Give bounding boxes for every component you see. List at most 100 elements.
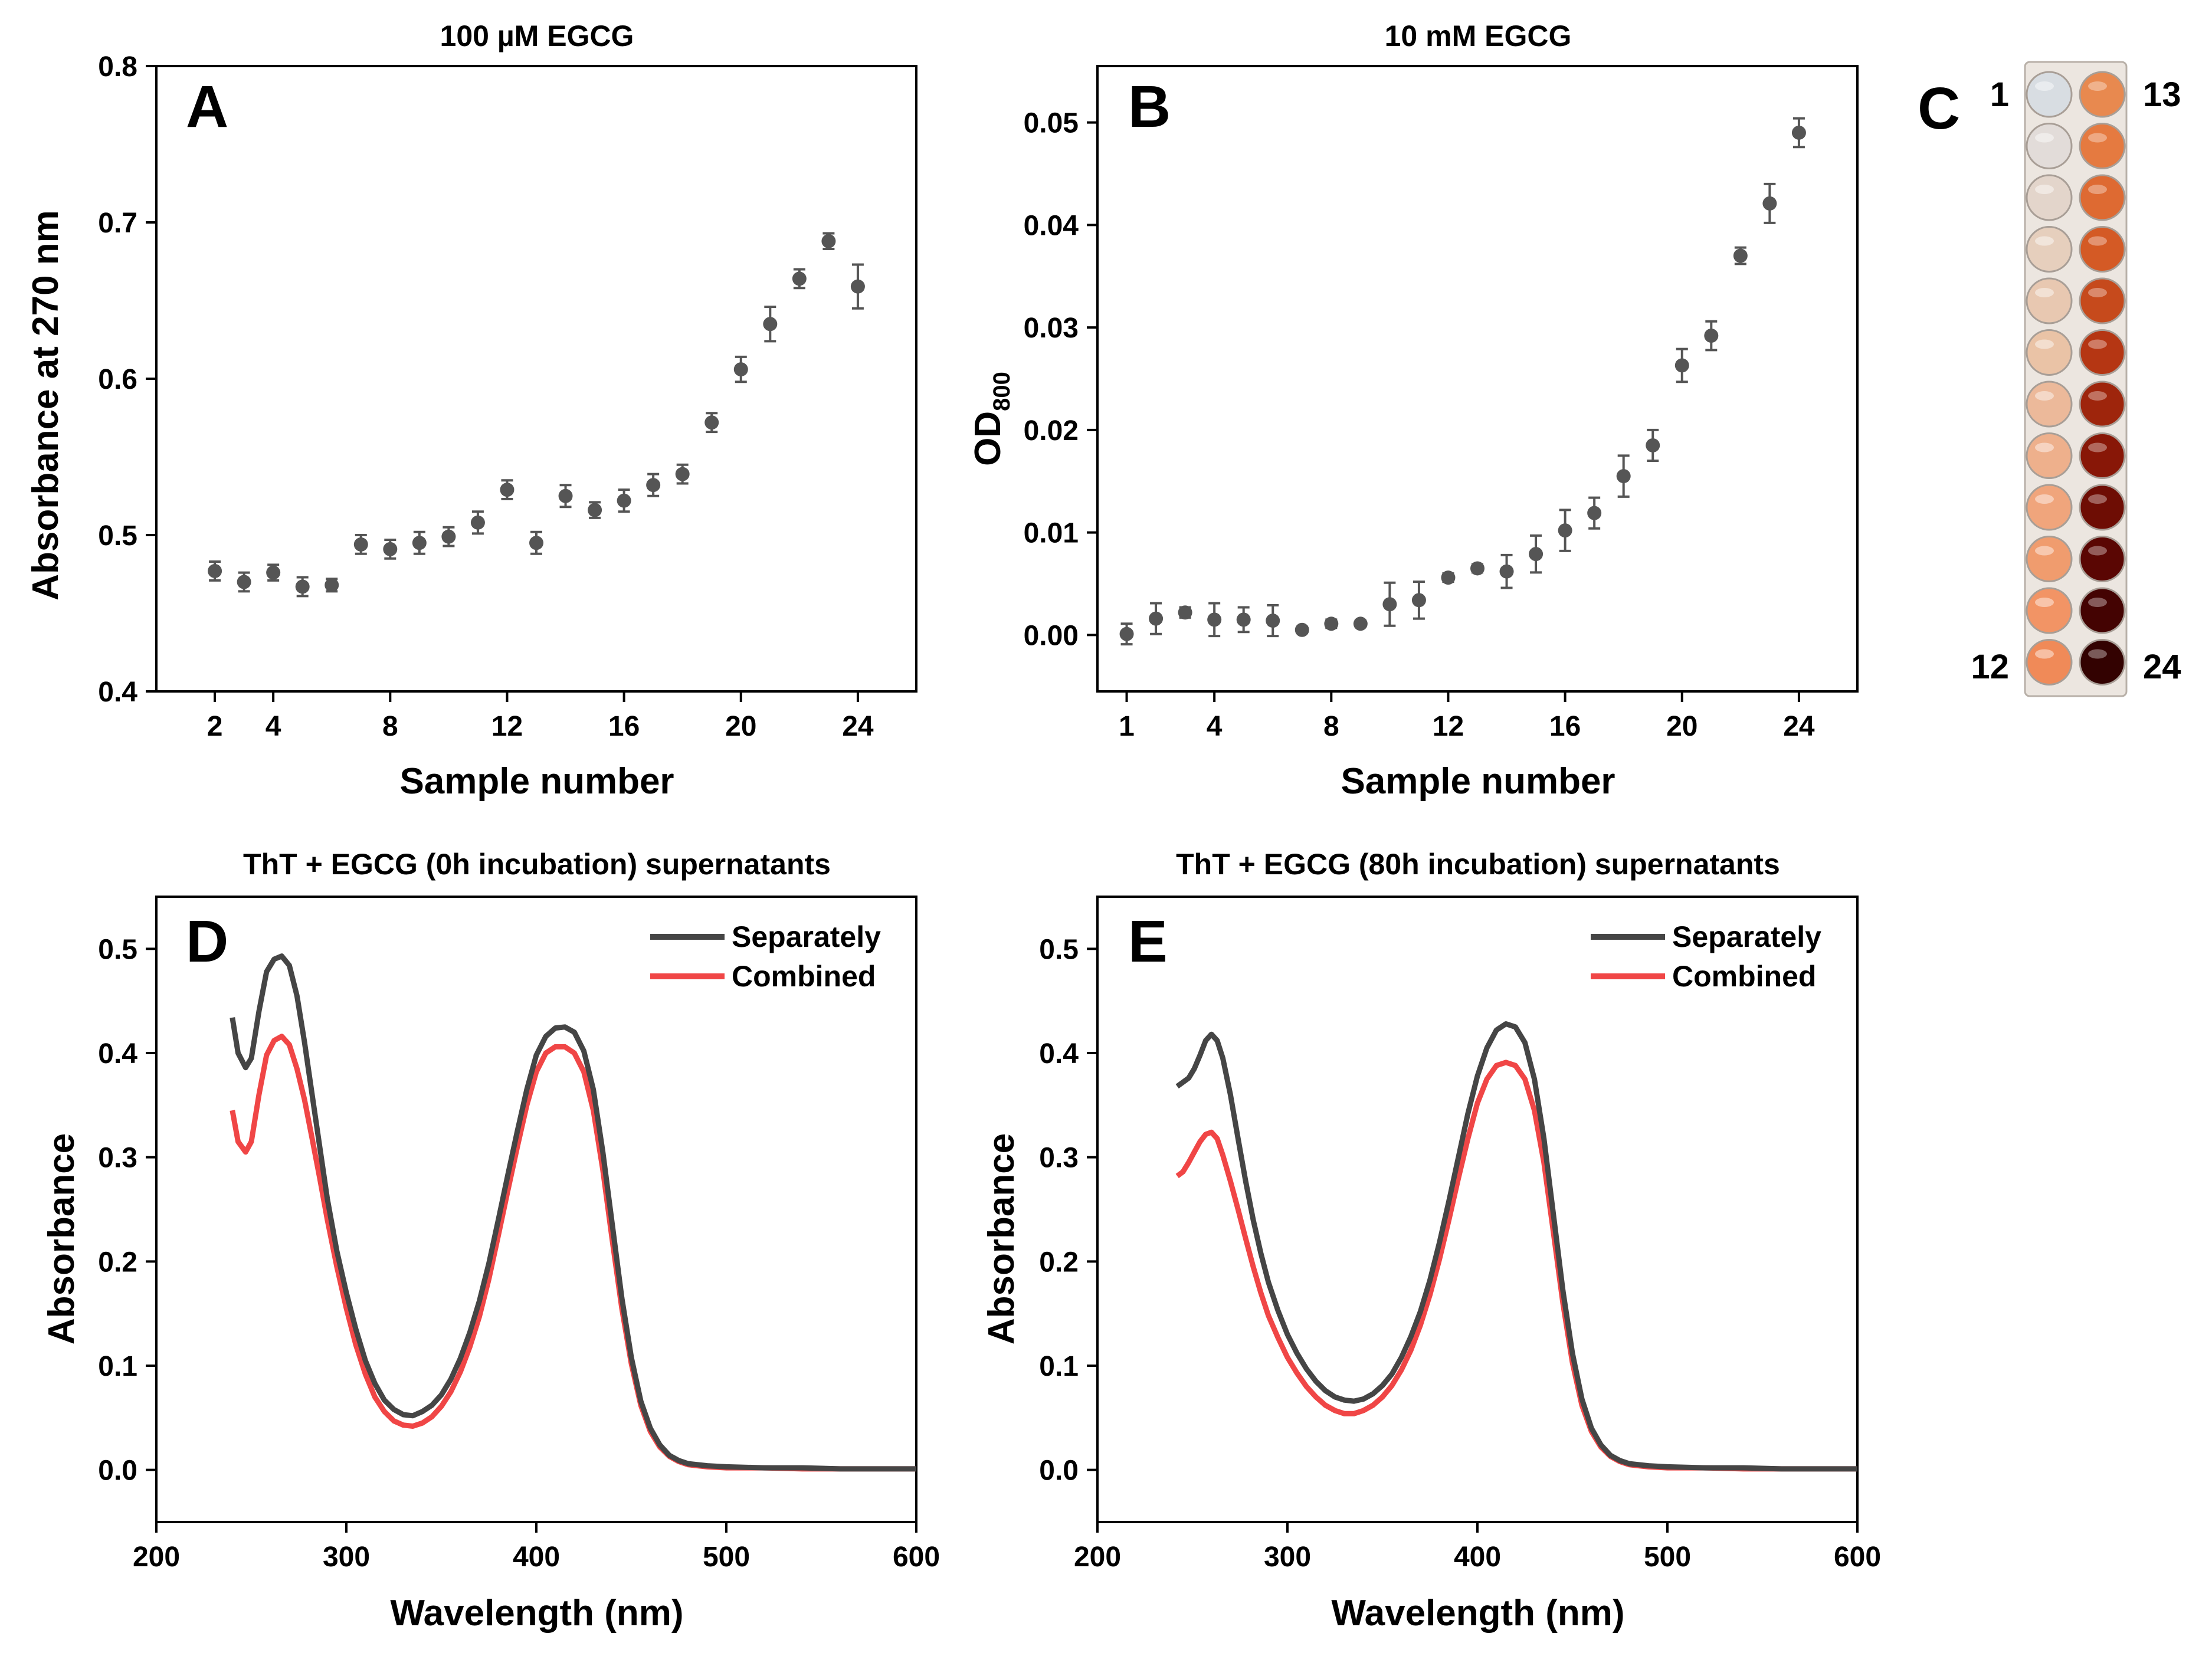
- data-point: [1411, 593, 1426, 608]
- well-highlight: [2088, 494, 2107, 504]
- series-line-combined: [1175, 1060, 1857, 1472]
- well: [2026, 484, 2073, 531]
- well: [2026, 277, 2073, 324]
- x-tick-label: 2: [207, 711, 223, 742]
- well-highlight: [2088, 185, 2107, 194]
- data-point: [1646, 438, 1660, 452]
- y-tick-label: 0.6: [98, 364, 137, 395]
- y-tick-label: 0.8: [98, 51, 137, 83]
- y-tick-label: 0.5: [98, 520, 137, 552]
- well-highlight: [2035, 81, 2054, 91]
- panel-d-letter: D: [186, 909, 228, 975]
- panel-a-ylabel: Absorbance at 270 nm: [25, 210, 66, 601]
- panel-b-ylabel-main: OD: [968, 411, 1008, 466]
- y-tick-label: 0.7: [98, 208, 137, 239]
- well: [2079, 71, 2126, 118]
- panel-e-title: ThT + EGCG (80h incubation) supernatants: [1176, 848, 1780, 881]
- y-tick-label: 0.0: [1039, 1455, 1079, 1487]
- x-tick-label: 400: [513, 1542, 560, 1573]
- well-highlight: [2035, 339, 2054, 349]
- panel-b-ylabel-sub: 800: [989, 372, 1015, 411]
- x-tick-label: 400: [1454, 1542, 1501, 1573]
- panel-a-xlabel: Sample number: [399, 761, 674, 802]
- x-tick-label: 8: [1323, 711, 1339, 742]
- y-tick-label: 0.2: [98, 1247, 137, 1278]
- data-point: [1207, 612, 1222, 627]
- series-line-separately: [230, 953, 916, 1472]
- data-point: [1470, 561, 1485, 576]
- y-tick-label: 0.04: [1024, 210, 1079, 241]
- data-point: [1704, 329, 1719, 343]
- data-point: [470, 515, 485, 530]
- y-tick-label: 0.00: [1024, 620, 1079, 651]
- panel-b-ylabel-text: OD800: [968, 372, 1015, 466]
- well-highlight: [2035, 236, 2054, 246]
- well-highlight: [2035, 598, 2054, 607]
- data-point: [383, 542, 398, 556]
- y-tick-label: 0.05: [1024, 108, 1079, 139]
- well-label-24: 24: [2143, 648, 2181, 686]
- x-tick-label: 1: [1119, 711, 1135, 742]
- data-point: [295, 579, 310, 594]
- data-point: [412, 536, 427, 550]
- data-point: [325, 578, 339, 592]
- x-tick-label: 4: [266, 711, 281, 742]
- well-highlight: [2088, 133, 2107, 143]
- panel-e-letter: E: [1128, 909, 1168, 975]
- data-point: [646, 478, 661, 493]
- data-point: [792, 271, 807, 286]
- panel-d: ThT + EGCG (0h incubation) supernatants …: [41, 848, 940, 1634]
- legend-label-combined: Combined: [732, 960, 876, 993]
- well-highlight: [2035, 494, 2054, 504]
- x-tick-label: 24: [842, 711, 874, 742]
- panel-e-xlabel: Wavelength (nm): [1331, 1593, 1624, 1634]
- data-point: [1295, 622, 1309, 637]
- well-highlight: [2088, 649, 2107, 659]
- y-tick-label: 0.1: [1039, 1351, 1079, 1382]
- well-highlight: [2035, 288, 2054, 297]
- well-highlight: [2088, 391, 2107, 401]
- plot-frame: [1096, 65, 1859, 693]
- data-point: [588, 503, 602, 517]
- well: [2026, 381, 2073, 428]
- y-tick-label: 0.5: [98, 934, 137, 965]
- panel-d-xlabel: Wavelength (nm): [390, 1593, 683, 1634]
- x-tick-label: 8: [382, 711, 398, 742]
- series-line-separately: [1175, 1021, 1857, 1472]
- data-point: [1529, 547, 1544, 562]
- well-highlight: [2088, 81, 2107, 91]
- panel-d-ylabel: Absorbance: [41, 1133, 82, 1344]
- well-highlight: [2035, 391, 2054, 401]
- x-tick-label: 300: [1264, 1542, 1311, 1573]
- well-highlight: [2088, 546, 2107, 556]
- data-point: [704, 415, 719, 430]
- well-label-1: 1: [1990, 76, 2009, 114]
- legend-label-combined: Combined: [1672, 960, 1816, 993]
- panel-c: C 1 13 12 24: [1918, 61, 2181, 697]
- data-point: [675, 467, 690, 481]
- data-point: [733, 362, 748, 377]
- well: [2079, 432, 2126, 479]
- x-tick-label: 16: [608, 711, 640, 742]
- x-tick-label: 24: [1783, 711, 1815, 742]
- data-point: [1266, 614, 1280, 628]
- data-point: [1558, 523, 1572, 538]
- well-highlight: [2035, 185, 2054, 194]
- x-tick-label: 600: [1834, 1542, 1881, 1573]
- data-point: [1733, 248, 1748, 263]
- data-point: [500, 483, 515, 497]
- well: [2079, 587, 2126, 634]
- legend-label-separately: Separately: [732, 920, 881, 953]
- well-label-12: 12: [1971, 648, 2009, 686]
- well: [2079, 174, 2126, 221]
- well: [2026, 587, 2073, 634]
- x-tick-label: 4: [1207, 711, 1223, 742]
- data-point: [208, 563, 222, 578]
- x-tick-label: 20: [725, 711, 756, 742]
- x-tick-label: 20: [1666, 711, 1697, 742]
- data-point: [1791, 125, 1806, 140]
- well: [2079, 329, 2126, 376]
- y-tick-label: 0.4: [98, 677, 137, 708]
- plot-frame: [155, 65, 917, 693]
- well: [2026, 123, 2073, 169]
